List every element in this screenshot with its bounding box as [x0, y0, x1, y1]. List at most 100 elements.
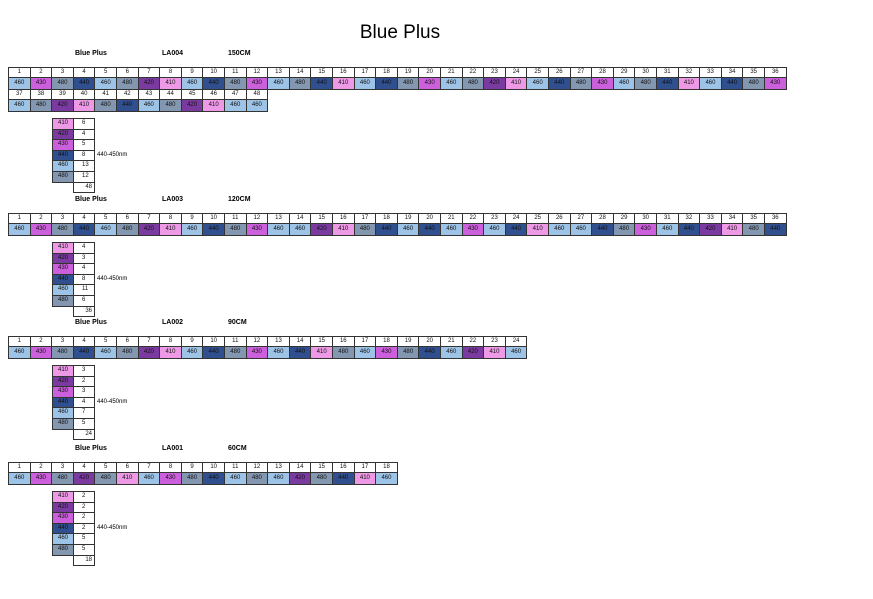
led-cell: 410	[483, 346, 506, 359]
led-cell: 440	[418, 223, 441, 236]
led-cell: 460	[180, 346, 204, 359]
led-cell: 480	[116, 346, 139, 359]
led-cell: 460	[656, 223, 679, 236]
led-cell: 440	[677, 223, 701, 236]
led-cell: 410	[72, 99, 96, 112]
summary-wavelength: 480	[52, 295, 74, 307]
led-cell: 430	[245, 223, 269, 236]
led-cell: 480	[742, 77, 765, 90]
led-cell: 480	[29, 99, 53, 112]
led-cell: 410	[332, 223, 355, 236]
code: LA002	[162, 319, 184, 326]
summary-wavelength: 480	[52, 171, 74, 183]
note: 440-450nm	[97, 524, 128, 531]
led-cell: 410	[332, 77, 355, 90]
led-cell: 480	[332, 346, 355, 359]
led-cell: 480	[180, 472, 204, 485]
led-cell: 420	[461, 346, 485, 359]
led-cell: 460	[440, 223, 463, 236]
brand: Blue Plus	[75, 445, 107, 452]
total: 48	[73, 181, 95, 194]
led-cell: 440	[591, 223, 614, 236]
led-cell: 440	[656, 77, 679, 90]
led-cell: 430	[375, 346, 398, 359]
led-cell: 440	[375, 77, 398, 90]
note: 440-450nm	[97, 275, 128, 282]
led-cell: 440	[116, 99, 139, 112]
led-cell: 460	[440, 77, 463, 90]
led-cell: 480	[742, 223, 765, 236]
led-cell: 480	[224, 346, 247, 359]
title: Blue Plus	[359, 22, 441, 43]
length: 60CM	[228, 445, 247, 452]
led-cell: 460	[8, 346, 31, 359]
led-cell: 480	[245, 472, 269, 485]
total: 24	[73, 428, 95, 441]
led-cell: 480	[310, 472, 333, 485]
led-cell: 410	[720, 223, 744, 236]
led-cell: 440	[202, 346, 225, 359]
led-cell: 420	[310, 223, 333, 236]
led-cell: 440	[332, 472, 355, 485]
led-cell: 460	[8, 99, 31, 112]
led-cell: 420	[699, 223, 722, 236]
led-cell: 440	[548, 77, 571, 90]
led-cell: 460	[288, 223, 312, 236]
led-cell: 460	[180, 223, 204, 236]
led-cell: 440	[202, 223, 225, 236]
led-cell: 440	[504, 223, 528, 236]
led-cell: 410	[159, 223, 182, 236]
led-cell: 480	[461, 77, 485, 90]
led-cell: 480	[634, 77, 657, 90]
led-cell: 440	[72, 223, 96, 236]
led-cell: 460	[396, 223, 420, 236]
led-cell: 460	[267, 77, 290, 90]
led-cell: 440	[310, 77, 333, 90]
led-cell: 460	[137, 99, 161, 112]
led-cell: 480	[116, 223, 139, 236]
led-cell: 410	[677, 77, 701, 90]
led-cell: 440	[375, 223, 398, 236]
led-cell: 420	[180, 99, 204, 112]
total: 36	[73, 305, 95, 318]
led-cell: 480	[224, 223, 247, 236]
led-cell: 420	[288, 472, 312, 485]
led-cell: 440	[764, 223, 787, 236]
led-cell: 410	[353, 472, 377, 485]
led-cell: 430	[764, 77, 787, 90]
led-cell: 460	[375, 472, 398, 485]
led-cell: 460	[8, 472, 31, 485]
led-cell: 430	[29, 346, 53, 359]
led-cell: 460	[245, 99, 269, 112]
led-cell: 460	[569, 223, 593, 236]
length: 90CM	[228, 319, 247, 326]
led-cell: 410	[526, 223, 549, 236]
led-cell: 440	[720, 77, 744, 90]
led-cell: 410	[202, 99, 225, 112]
led-cell: 420	[51, 99, 74, 112]
summary-wavelength: 480	[52, 418, 74, 430]
led-cell: 440	[202, 472, 225, 485]
led-cell: 460	[267, 346, 290, 359]
led-cell: 480	[94, 99, 117, 112]
led-cell: 480	[288, 77, 312, 90]
code: LA004	[162, 50, 184, 57]
led-cell: 460	[8, 223, 31, 236]
led-cell: 480	[353, 223, 377, 236]
led-cell: 460	[353, 77, 377, 90]
led-cell: 430	[591, 77, 614, 90]
led-cell: 420	[137, 346, 161, 359]
led-cell: 480	[159, 99, 182, 112]
led-cell: 460	[504, 346, 528, 359]
led-cell: 480	[569, 77, 593, 90]
led-cell: 410	[504, 77, 528, 90]
led-cell: 440	[418, 346, 441, 359]
led-cell: 460	[224, 99, 247, 112]
led-cell: 430	[634, 223, 657, 236]
led-cell: 460	[267, 472, 290, 485]
led-cell: 460	[353, 346, 377, 359]
led-cell: 480	[94, 472, 117, 485]
led-cell: 460	[440, 346, 463, 359]
led-cell: 480	[612, 223, 636, 236]
